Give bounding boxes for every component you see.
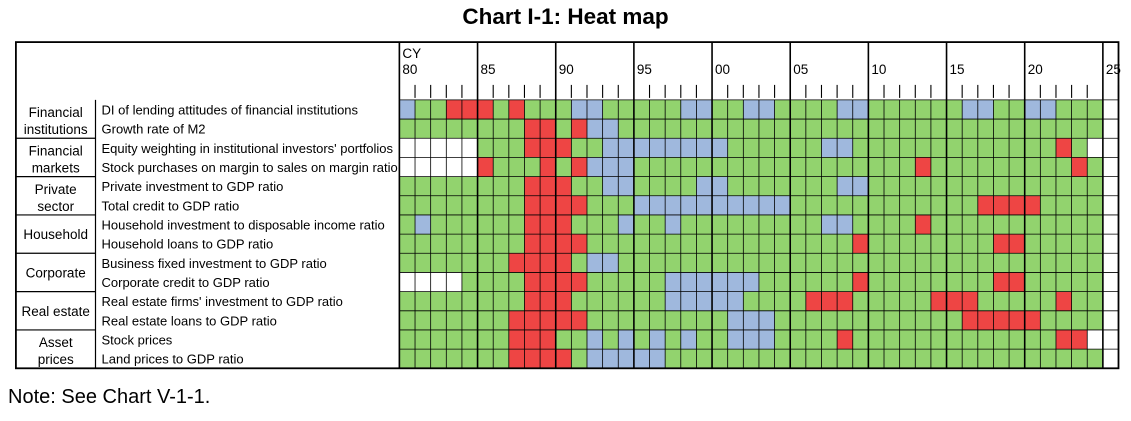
svg-text:Land prices to GDP ratio: Land prices to GDP ratio bbox=[102, 352, 244, 367]
svg-text:prices: prices bbox=[38, 352, 74, 367]
svg-text:Household investment to dispos: Household investment to disposable incom… bbox=[102, 218, 385, 233]
svg-text:institutions: institutions bbox=[24, 122, 88, 137]
svg-text:Corporate: Corporate bbox=[26, 265, 86, 280]
svg-text:15: 15 bbox=[950, 62, 965, 77]
svg-text:Total credit to GDP ratio: Total credit to GDP ratio bbox=[102, 198, 240, 213]
svg-text:Equity weighting in institutio: Equity weighting in institutional invest… bbox=[102, 141, 394, 156]
svg-text:Stock prices: Stock prices bbox=[102, 333, 173, 348]
svg-text:sector: sector bbox=[37, 199, 74, 214]
svg-text:10: 10 bbox=[871, 62, 886, 77]
svg-text:80: 80 bbox=[402, 62, 417, 77]
svg-text:Household: Household bbox=[23, 227, 88, 242]
svg-text:Household loans to GDP ratio: Household loans to GDP ratio bbox=[102, 237, 274, 252]
svg-text:Real estate firms' investment: Real estate firms' investment to GDP rat… bbox=[102, 294, 343, 309]
svg-text:95: 95 bbox=[637, 62, 652, 77]
svg-text:Stock purchases on margin to s: Stock purchases on margin to sales on ma… bbox=[102, 160, 398, 175]
svg-text:Corporate credit to GDP ratio: Corporate credit to GDP ratio bbox=[102, 275, 270, 290]
svg-text:85: 85 bbox=[481, 62, 496, 77]
svg-text:Business fixed investment to G: Business fixed investment to GDP ratio bbox=[102, 256, 327, 271]
svg-text:Private investment to GDP rati: Private investment to GDP ratio bbox=[102, 179, 284, 194]
svg-text:Asset: Asset bbox=[39, 335, 73, 350]
svg-text:DI of lending attitudes of fin: DI of lending attitudes of financial ins… bbox=[102, 102, 359, 117]
svg-text:Real estate: Real estate bbox=[22, 304, 90, 319]
svg-text:05: 05 bbox=[793, 62, 808, 77]
svg-text:markets: markets bbox=[32, 160, 80, 175]
svg-text:Real estate loans to GDP ratio: Real estate loans to GDP ratio bbox=[102, 313, 277, 328]
svg-text:00: 00 bbox=[715, 62, 730, 77]
svg-text:CY: CY bbox=[402, 46, 421, 61]
svg-text:20: 20 bbox=[1028, 62, 1043, 77]
svg-text:Growth rate of M2: Growth rate of M2 bbox=[102, 122, 206, 137]
svg-text:90: 90 bbox=[559, 62, 574, 77]
svg-text:Private: Private bbox=[35, 182, 77, 197]
svg-text:Financial: Financial bbox=[29, 143, 83, 158]
svg-text:Financial: Financial bbox=[29, 105, 83, 120]
